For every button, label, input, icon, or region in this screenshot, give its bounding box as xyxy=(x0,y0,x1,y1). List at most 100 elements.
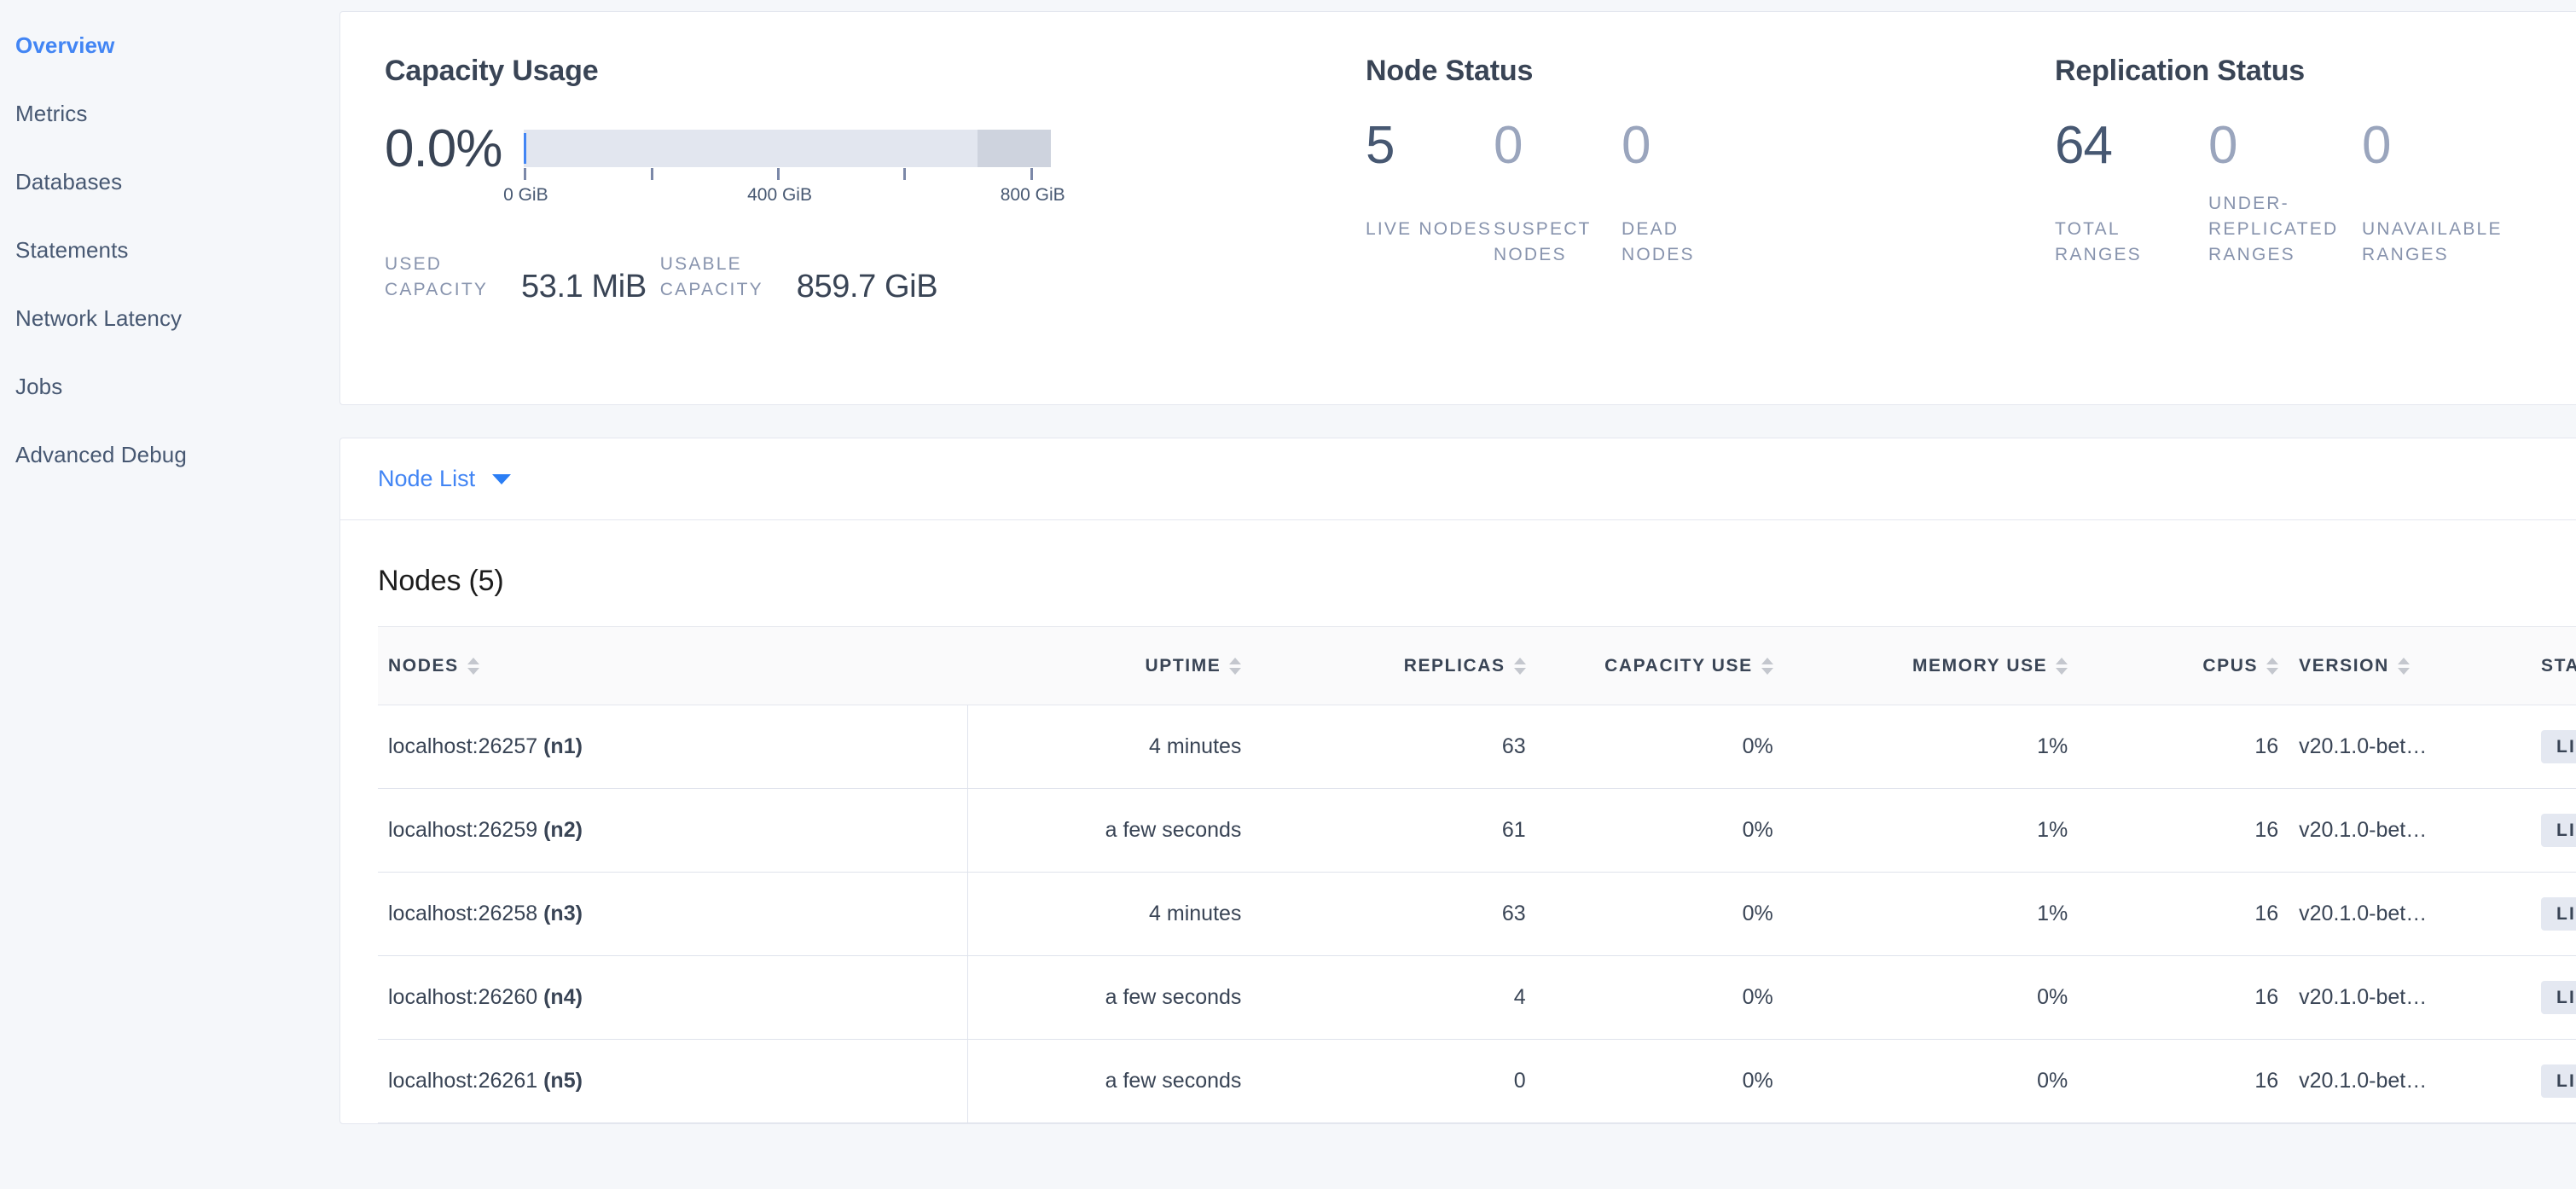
node-list-card: Node List Nodes (5) xyxy=(339,438,2576,1124)
cell-node-address[interactable]: localhost:26259 (n2) xyxy=(378,788,968,873)
column-header-version[interactable]: VERSION xyxy=(2289,626,2532,705)
cell-capacity-use: 0% xyxy=(1535,1039,1784,1123)
cell-memory-use: 0% xyxy=(1783,1039,2079,1123)
capacity-usage-stats: USED CAPACITY 53.1 MiB USABLE CAPACITY 8… xyxy=(385,252,1330,306)
sidebar-item-jobs[interactable]: Jobs xyxy=(0,352,339,420)
column-header-nodes[interactable]: NODES xyxy=(378,626,968,705)
unavailable-ranges-value: 0 xyxy=(2362,116,2391,175)
sort-icon[interactable] xyxy=(2056,657,2068,675)
cell-capacity-use: 0% xyxy=(1535,955,1784,1040)
sidebar-item-label: Statements xyxy=(15,237,129,263)
sort-icon[interactable] xyxy=(2397,657,2410,675)
status-badge: LIVE xyxy=(2541,1064,2576,1098)
axis-tick-label: 400 GiB xyxy=(747,185,812,205)
under-replicated-ranges-metric: 0 UNDER-REPLICATED RANGES xyxy=(2208,119,2362,268)
node-id: (n1) xyxy=(543,734,583,758)
column-header-label: UPTIME xyxy=(1145,655,1221,676)
column-header-label: MEMORY USE xyxy=(1912,655,2048,676)
live-nodes-metric: 5 LIVE NODES xyxy=(1366,119,1494,268)
capacity-usage-percent: 0.0% xyxy=(385,119,502,178)
table-row[interactable]: localhost:26258 (n3) 4 minutes 63 0% 1% … xyxy=(378,872,2576,956)
cell-memory-use: 1% xyxy=(1783,705,2079,789)
node-status-title: Node Status xyxy=(1366,55,1534,87)
replication-status-title: Replication Status xyxy=(2055,55,2306,87)
capacity-bar-unusable-segment xyxy=(977,130,1052,167)
cell-cpus: 16 xyxy=(2078,788,2289,873)
cell-version: v20.1.0-bet… xyxy=(2289,1039,2532,1123)
under-replicated-ranges-label: UNDER-REPLICATED RANGES xyxy=(2208,194,2339,264)
sidebar-item-databases[interactable]: Databases xyxy=(0,148,339,216)
cell-status: LIVE xyxy=(2531,1039,2576,1123)
dead-nodes-label: DEAD NODES xyxy=(1622,219,1695,264)
nodes-heading: Nodes (5) xyxy=(378,565,504,597)
column-header-replicas[interactable]: REPLICAS xyxy=(1251,626,1536,705)
sort-icon[interactable] xyxy=(1761,657,1773,675)
capacity-usage-chart: 0 GiB 400 GiB 800 GiB xyxy=(503,125,1065,207)
node-id: (n4) xyxy=(543,985,583,1009)
node-id: (n2) xyxy=(543,818,583,842)
sidebar-item-network-latency[interactable]: Network Latency xyxy=(0,284,339,352)
column-header-cpus[interactable]: CPUS xyxy=(2078,626,2289,705)
sidebar-item-label: Metrics xyxy=(15,101,88,126)
sort-icon[interactable] xyxy=(467,657,479,675)
usable-capacity-value: 859.7 GiB xyxy=(796,269,938,304)
status-badge: LIVE xyxy=(2541,897,2576,931)
cell-node-address[interactable]: localhost:26257 (n1) xyxy=(378,705,968,789)
sidebar-item-advanced-debug[interactable]: Advanced Debug xyxy=(0,420,339,489)
nodes-table: NODES UPTIME REPLICAS xyxy=(378,626,2576,1123)
capacity-usage-title: Capacity Usage xyxy=(385,55,599,87)
table-header-row: NODES UPTIME REPLICAS xyxy=(378,626,2576,705)
status-badge: LIVE xyxy=(2541,730,2576,763)
cell-memory-use: 1% xyxy=(1783,872,2079,956)
column-header-memory-use[interactable]: MEMORY USE xyxy=(1783,626,2079,705)
sidebar-item-overview[interactable]: Overview xyxy=(0,11,339,79)
node-list-header: Node List xyxy=(340,438,2576,520)
used-capacity-stat: USED CAPACITY 53.1 MiB xyxy=(385,252,647,306)
cell-node-address[interactable]: localhost:26261 (n5) xyxy=(378,1039,968,1123)
sidebar-item-label: Databases xyxy=(15,169,123,194)
cell-cpus: 16 xyxy=(2078,872,2289,956)
cell-status: LIVE xyxy=(2531,705,2576,789)
axis-tick-label: 800 GiB xyxy=(1000,185,1065,205)
cell-version: v20.1.0-bet… xyxy=(2289,872,2532,956)
cell-capacity-use: 0% xyxy=(1535,788,1784,873)
cell-cpus: 16 xyxy=(2078,955,2289,1040)
node-list-dropdown[interactable]: Node List xyxy=(378,466,512,491)
suspect-nodes-metric: 0 SUSPECT NODES xyxy=(1494,119,1622,268)
cell-replicas: 61 xyxy=(1251,788,1536,873)
capacity-usage-chart-row: 0.0% 0 GiB 400 GiB 800 GiB xyxy=(385,119,1330,207)
sidebar-item-label: Advanced Debug xyxy=(15,442,187,467)
node-id: (n3) xyxy=(543,902,583,925)
table-row[interactable]: localhost:26260 (n4) a few seconds 4 0% … xyxy=(378,955,2576,1040)
cell-node-address[interactable]: localhost:26260 (n4) xyxy=(378,955,968,1040)
dead-nodes-value: 0 xyxy=(1622,116,1651,175)
column-header-label: NODES xyxy=(388,655,459,676)
sidebar-item-metrics[interactable]: Metrics xyxy=(0,79,339,148)
node-address: localhost:26259 xyxy=(388,818,538,842)
sidebar-item-statements[interactable]: Statements xyxy=(0,216,339,284)
sort-icon[interactable] xyxy=(1513,657,1526,675)
used-capacity-value: 53.1 MiB xyxy=(521,269,647,304)
column-header-uptime[interactable]: UPTIME xyxy=(967,626,1252,705)
under-replicated-ranges-value: 0 xyxy=(2208,116,2237,175)
node-address: localhost:26258 xyxy=(388,902,538,925)
cell-node-address[interactable]: localhost:26258 (n3) xyxy=(378,872,968,956)
sidebar-item-label: Overview xyxy=(15,32,115,58)
capacity-usage-section: Capacity Usage 0.0% 0 GiB 400 G xyxy=(340,12,1330,404)
table-row[interactable]: localhost:26261 (n5) a few seconds 0 0% … xyxy=(378,1039,2576,1123)
column-header-capacity-use[interactable]: CAPACITY USE xyxy=(1535,626,1784,705)
sort-icon[interactable] xyxy=(2266,657,2279,675)
table-row[interactable]: localhost:26257 (n1) 4 minutes 63 0% 1% … xyxy=(378,705,2576,789)
usable-capacity-stat: USABLE CAPACITY 859.7 GiB xyxy=(660,252,938,306)
table-row[interactable]: localhost:26259 (n2) a few seconds 61 0%… xyxy=(378,788,2576,873)
sort-icon[interactable] xyxy=(1229,657,1242,675)
cell-uptime: a few seconds xyxy=(967,1039,1252,1123)
column-header-status[interactable]: STATUS xyxy=(2531,626,2576,705)
suspect-nodes-value: 0 xyxy=(1494,116,1523,175)
cell-replicas: 63 xyxy=(1251,872,1536,956)
total-ranges-metric: 64 TOTAL RANGES xyxy=(2055,119,2208,268)
used-capacity-label: USED CAPACITY xyxy=(385,254,489,299)
node-status-metrics: 5 LIVE NODES 0 SUSPECT NODES 0 DEAD NODE… xyxy=(1366,119,2021,268)
node-list-dropdown-label: Node List xyxy=(378,466,476,491)
